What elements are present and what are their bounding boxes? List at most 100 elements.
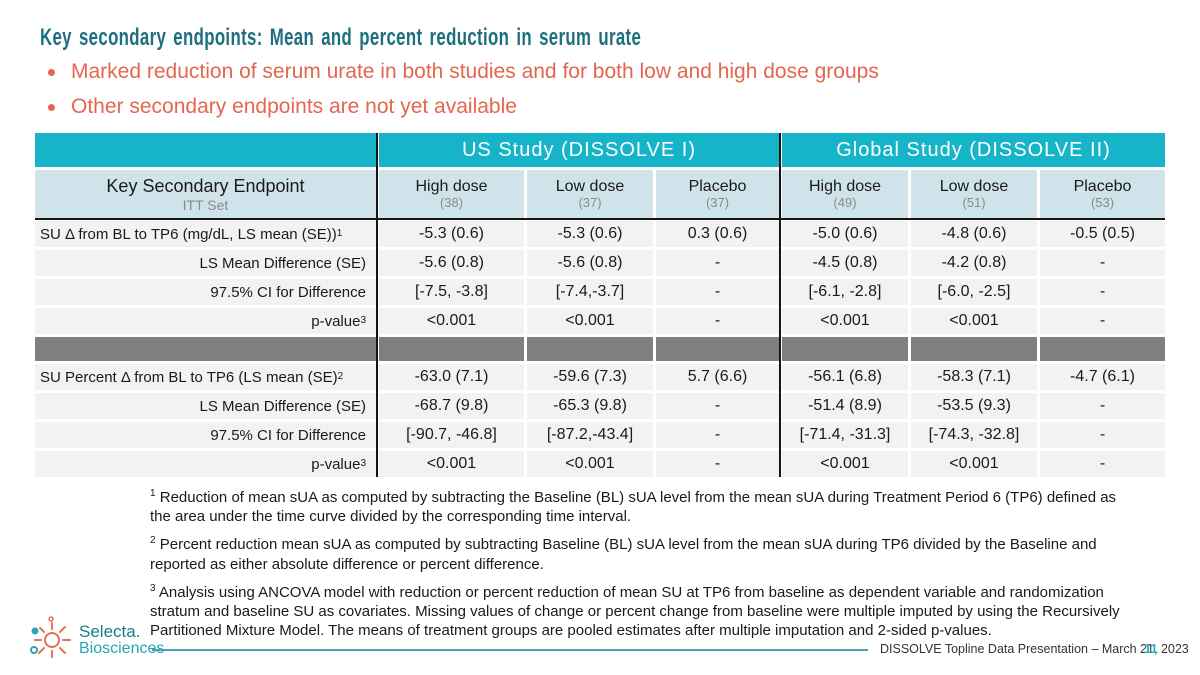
column-header: High dose (38) (379, 170, 524, 218)
slide-title: Key secondary endpoints: Mean and percen… (40, 24, 642, 51)
data-cell: - (656, 393, 779, 419)
bullet-list: Marked reduction of serum urate in both … (48, 60, 879, 130)
data-cell: <0.001 (782, 308, 908, 334)
row-label: 97.5% CI for Difference (35, 422, 376, 448)
column-header-label: Low dose (555, 177, 625, 195)
section-divider-band (911, 337, 1037, 361)
column-header-n: (53) (1090, 195, 1115, 211)
left-column-subtitle: ITT Set (182, 196, 229, 213)
data-cell: -5.6 (0.8) (527, 250, 653, 276)
row-label: 97.5% CI for Difference (35, 279, 376, 305)
data-cell: -4.2 (0.8) (911, 250, 1037, 276)
selecta-sun-icon (30, 616, 71, 658)
column-header-label: High dose (808, 177, 882, 195)
logo-line-biosciences: Biosciences (79, 639, 165, 657)
row-label-text: p-value (311, 455, 361, 473)
column-header-label: Placebo (1073, 177, 1132, 195)
data-cell: -68.7 (9.8) (379, 393, 524, 419)
data-cell: <0.001 (911, 451, 1037, 477)
data-cell: 5.7 (6.6) (656, 364, 779, 390)
footnote: 2 Percent reduction mean sUA as computed… (150, 535, 1138, 573)
footer-caption: DISSOLVE Topline Data Presentation – Mar… (880, 642, 1189, 656)
data-cell: -5.0 (0.6) (782, 221, 908, 247)
logo-line-selecta: Selecta. (79, 622, 141, 642)
footnote-text: Percent reduction mean sUA as computed b… (150, 536, 1097, 573)
data-cell: [-74.3, -32.8] (911, 422, 1037, 448)
column-header-n: (51) (962, 195, 986, 211)
section-divider-band (35, 337, 376, 361)
footnote-marker: 1 (150, 488, 156, 499)
data-cell: -58.3 (7.1) (911, 364, 1037, 390)
study-header-global: Global Study (DISSOLVE II) (782, 133, 1165, 167)
data-cell: <0.001 (379, 308, 524, 334)
footnote: 1 Reduction of mean sUA as computed by s… (150, 488, 1138, 526)
data-cell: - (1040, 279, 1165, 305)
table-header-rule (35, 218, 1165, 220)
data-cell: <0.001 (527, 308, 653, 334)
column-header: High dose (49) (782, 170, 908, 218)
data-cell: <0.001 (782, 451, 908, 477)
section-divider-band (782, 337, 908, 361)
data-cell: - (656, 308, 779, 334)
data-cell: -4.7 (6.1) (1040, 364, 1165, 390)
row-label: p-value 3 (35, 451, 376, 477)
data-cell: [-6.1, -2.8] (782, 279, 908, 305)
company-logo: Selecta. Biosciences (26, 616, 164, 664)
data-cell: - (656, 451, 779, 477)
footnote: 3 Analysis using ANCOVA model with reduc… (150, 583, 1138, 641)
footnote-marker: 3 (150, 582, 156, 594)
row-label: LS Mean Difference (SE) (35, 250, 376, 276)
bullet-item: Marked reduction of serum urate in both … (48, 60, 879, 84)
bullet-dot-icon (48, 69, 55, 76)
bullet-dot-icon (48, 104, 55, 111)
column-header-n: (37) (578, 195, 602, 211)
data-cell: -5.3 (0.6) (379, 221, 524, 247)
column-header-label: Low dose (939, 177, 1009, 195)
data-cell: <0.001 (527, 451, 653, 477)
section-divider-band (656, 337, 779, 361)
data-cell: -5.3 (0.6) (527, 221, 653, 247)
footnote-text: Reduction of mean sUA as computed by sub… (150, 489, 1117, 526)
bullet-text: Other secondary endpoints are not yet av… (71, 95, 517, 118)
data-cell: -53.5 (9.3) (911, 393, 1037, 419)
data-cell: <0.001 (379, 451, 524, 477)
column-header-n: (38) (439, 195, 464, 211)
page-number: 11 (1144, 641, 1158, 656)
row-label: p-value 3 (35, 308, 376, 334)
row-label-text: 97.5% CI for Difference (210, 426, 366, 444)
data-cell: 0.3 (0.6) (656, 221, 779, 247)
column-header: Low dose (37) (527, 170, 653, 218)
row-label-text: LS Mean Difference (SE) (199, 397, 366, 415)
column-header: Low dose (51) (911, 170, 1037, 218)
footnote-text: Analysis using ANCOVA model with reducti… (150, 583, 1120, 640)
section-divider-band (379, 337, 524, 361)
left-column-title: Key Secondary Endpoint (106, 175, 305, 196)
row-label: SU Percent Δ from BL to TP6 (LS mean (SE… (35, 364, 376, 390)
column-header-n: (37) (705, 195, 730, 211)
data-cell: - (1040, 393, 1165, 419)
row-label: SU Δ from BL to TP6 (mg/dL, LS mean (SE)… (35, 221, 376, 247)
row-label-text: 97.5% CI for Difference (210, 283, 366, 301)
data-cell: <0.001 (911, 308, 1037, 334)
data-cell: -51.4 (8.9) (782, 393, 908, 419)
bullet-item: Other secondary endpoints are not yet av… (48, 95, 879, 119)
data-cell: [-7.4,-3.7] (527, 279, 653, 305)
row-label: LS Mean Difference (SE) (35, 393, 376, 419)
endpoints-table: US Study (DISSOLVE I) Global Study (DISSO… (35, 133, 1165, 477)
section-divider-band (527, 337, 653, 361)
data-cell: - (1040, 451, 1165, 477)
row-label-text: p-value (311, 312, 361, 330)
footnote-list: 1 Reduction of mean sUA as computed by s… (150, 488, 1138, 649)
column-header-label: Placebo (688, 177, 747, 195)
footer-rule (152, 649, 868, 651)
left-column-header: Key Secondary Endpoint ITT Set (35, 170, 376, 218)
data-cell: [-7.5, -3.8] (379, 279, 524, 305)
row-label-text: LS Mean Difference (SE) (199, 254, 366, 272)
data-cell: [-71.4, -31.3] (782, 422, 908, 448)
column-header-n: (49) (833, 195, 857, 211)
column-header: Placebo (37) (656, 170, 779, 218)
data-cell: -59.6 (7.3) (527, 364, 653, 390)
data-cell: - (1040, 250, 1165, 276)
data-cell: - (656, 422, 779, 448)
